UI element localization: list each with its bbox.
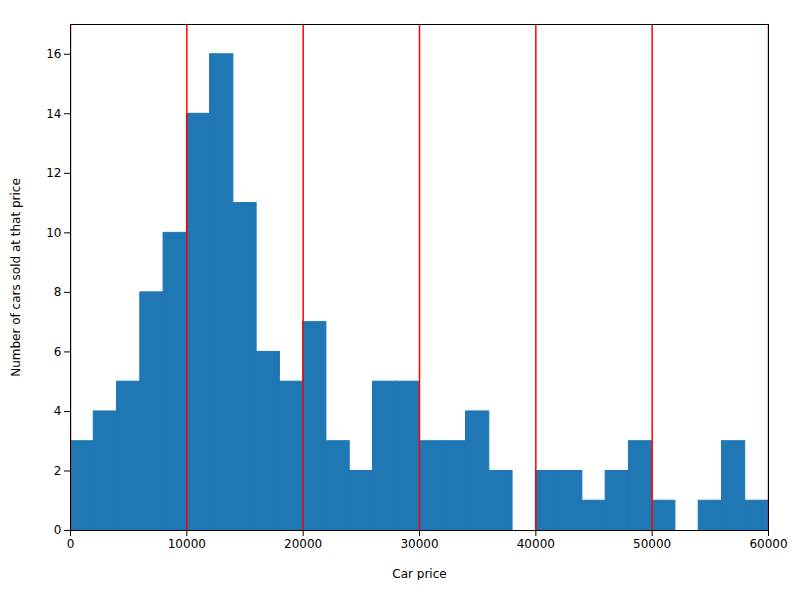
svg-text:16: 16 xyxy=(46,47,61,61)
svg-text:Number of cars sold at that pr: Number of cars sold at that price xyxy=(9,178,23,377)
svg-text:60000: 60000 xyxy=(749,537,787,551)
svg-text:30000: 30000 xyxy=(400,537,438,551)
svg-text:0: 0 xyxy=(67,537,75,551)
svg-text:20000: 20000 xyxy=(284,537,322,551)
svg-text:10000: 10000 xyxy=(168,537,206,551)
svg-text:40000: 40000 xyxy=(517,537,555,551)
svg-text:Car price: Car price xyxy=(392,567,446,581)
svg-text:2: 2 xyxy=(54,464,62,478)
svg-text:0: 0 xyxy=(54,523,62,537)
svg-text:8: 8 xyxy=(54,285,62,299)
svg-text:12: 12 xyxy=(46,166,61,180)
svg-text:50000: 50000 xyxy=(633,537,671,551)
svg-text:4: 4 xyxy=(54,404,62,418)
svg-text:10: 10 xyxy=(46,226,61,240)
svg-text:14: 14 xyxy=(46,107,61,121)
svg-text:6: 6 xyxy=(54,345,62,359)
